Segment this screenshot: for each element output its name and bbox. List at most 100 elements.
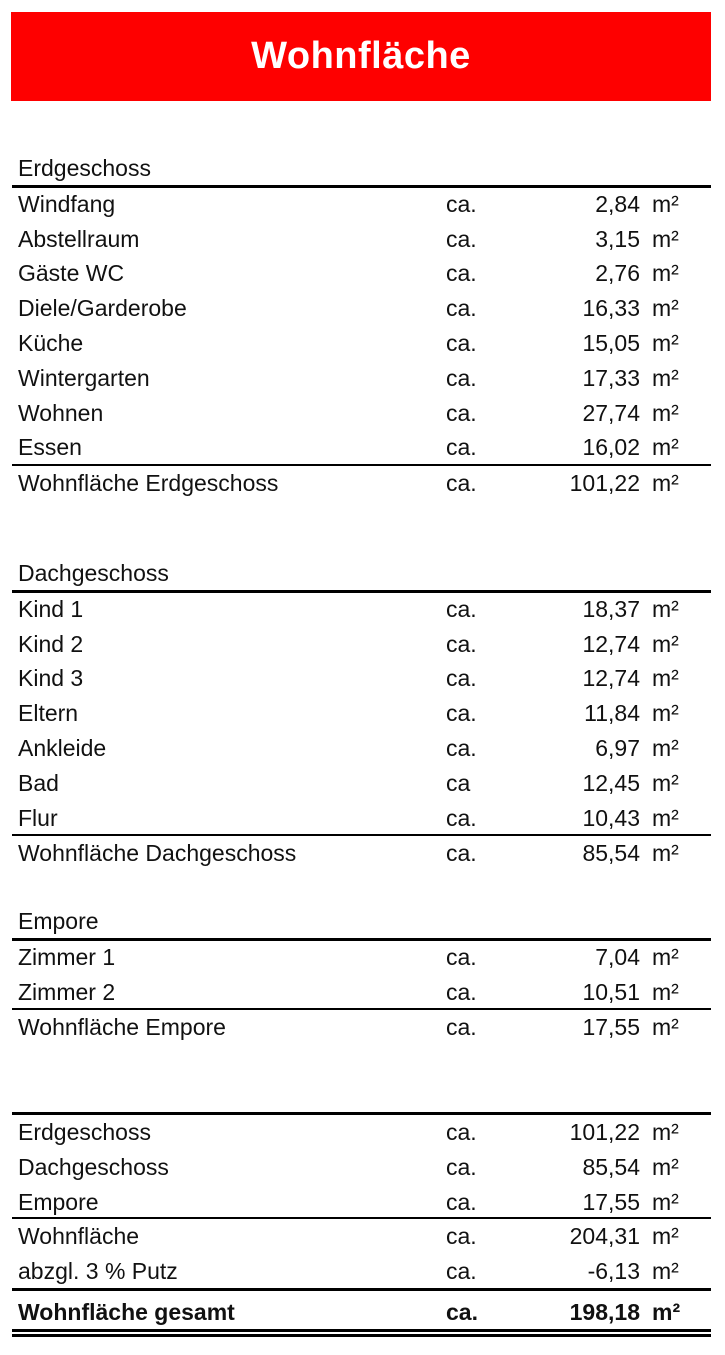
grand-total-row: Wohnfläche gesamt ca. 198,18 m²	[18, 1295, 693, 1329]
unit-label: m²	[652, 1188, 679, 1215]
unit-label: m²	[652, 260, 679, 287]
table-row: Küche ca. 15,05 m²	[18, 326, 693, 360]
unit-label: m²	[652, 630, 679, 657]
unit-label: m²	[652, 190, 679, 217]
unit-label: m²	[652, 978, 679, 1005]
section-divider	[12, 938, 711, 941]
table-row: Gäste WC ca. 2,76 m²	[18, 256, 693, 290]
row-label: Diele/Garderobe	[18, 295, 187, 322]
table-row: Kind 1 ca. 18,37 m²	[18, 592, 693, 626]
unit-label: m²	[652, 665, 679, 692]
table-row: Bad ca 12,45 m²	[18, 766, 693, 800]
row-label: Gäste WC	[18, 260, 125, 287]
unit-label: m²	[652, 1257, 679, 1284]
total-divider	[12, 1288, 711, 1291]
area-value: 15,05	[582, 330, 640, 356]
approx-label: ca.	[446, 434, 477, 461]
table-row: Ankleide ca. 6,97 m²	[18, 731, 693, 765]
double-underline	[12, 1334, 711, 1337]
title-banner: Wohnfläche	[11, 12, 711, 101]
approx-label: ca.	[446, 595, 477, 622]
approx-label: ca.	[446, 804, 477, 831]
table-row: Diele/Garderobe ca. 16,33 m²	[18, 291, 693, 325]
area-value: -6,13	[587, 1257, 640, 1284]
table-row: Wohnen ca. 27,74 m²	[18, 396, 693, 430]
unit-label: m²	[652, 225, 679, 252]
area-value: 10,43	[582, 804, 640, 831]
row-label: Flur	[18, 804, 58, 831]
table-row: Zimmer 2 ca. 10,51 m²	[18, 975, 693, 1009]
unit-label: m²	[652, 804, 679, 831]
unit-label: m²	[652, 399, 679, 426]
row-label: Wohnen	[18, 399, 104, 426]
row-label: Empore	[18, 1188, 99, 1215]
row-label: Ankleide	[18, 735, 107, 761]
row-label: Wintergarten	[18, 364, 150, 391]
area-value: 11,84	[584, 700, 640, 727]
row-label: abzgl. 3 % Putz	[18, 1257, 178, 1284]
area-value: 17,33	[582, 364, 640, 391]
area-value: 6,97	[595, 735, 640, 761]
subtotal-row: Wohnfläche ca. 204,31 m²	[18, 1219, 693, 1253]
row-label: Dachgeschoss	[18, 1153, 169, 1180]
area-value: 27,74	[582, 399, 640, 426]
area-value: 7,04	[595, 943, 640, 970]
section-divider	[12, 185, 711, 188]
unit-label: m²	[652, 330, 679, 356]
area-value: 18,37	[582, 595, 640, 622]
approx-label: ca.	[446, 700, 477, 727]
approx-label: ca.	[446, 1153, 477, 1180]
area-value: 3,15	[595, 225, 640, 252]
area-value: 2,84	[595, 190, 640, 217]
unit-label: m²	[652, 840, 679, 867]
unit-label: m²	[652, 769, 679, 796]
section-total-row: Wohnfläche Dachgeschoss ca. 85,54 m²	[18, 836, 693, 870]
row-label: Erdgeschoss	[18, 155, 151, 181]
area-value: 85,54	[582, 1153, 640, 1180]
unit-label: m²	[652, 943, 679, 970]
row-label: Wohnfläche	[18, 1223, 140, 1249]
unit-label: m²	[652, 470, 679, 497]
subtotal-row: abzgl. 3 % Putz ca. -6,13 m²	[18, 1254, 693, 1288]
approx-label: ca.	[446, 364, 477, 391]
approx-label: ca.	[446, 978, 477, 1005]
row-label: Empore	[18, 908, 99, 934]
row-label: Zimmer 1	[18, 943, 116, 970]
approx-label: ca.	[446, 630, 477, 657]
table-row: Wintergarten ca. 17,33 m²	[18, 361, 693, 395]
row-label: Wohnfläche Empore	[18, 1014, 226, 1041]
row-label: Wohnfläche gesamt	[18, 1299, 235, 1325]
area-value: 16,02	[582, 434, 640, 461]
approx-label: ca.	[446, 190, 477, 217]
approx-label: ca.	[446, 225, 477, 252]
total-divider	[12, 1008, 711, 1011]
approx-label: ca	[446, 769, 471, 796]
row-label: Wohnfläche Dachgeschoss	[18, 840, 297, 867]
area-value: 17,55	[582, 1014, 640, 1041]
total-divider	[12, 464, 711, 467]
unit-label: m²	[652, 434, 679, 461]
area-value: 2,76	[595, 260, 640, 287]
row-label: Kind 3	[18, 665, 84, 692]
row-label: Eltern	[18, 700, 79, 727]
section-total-row: Wohnfläche Erdgeschoss ca. 101,22 m²	[18, 466, 693, 500]
table-row: Zimmer 1 ca. 7,04 m²	[18, 940, 693, 974]
page-title: Wohnfläche	[251, 35, 471, 77]
area-value: 16,33	[582, 295, 640, 322]
section-divider	[12, 590, 711, 593]
table-row: Flur ca. 10,43 m²	[18, 801, 693, 835]
area-value: 101,22	[569, 470, 640, 497]
approx-label: ca.	[446, 330, 477, 356]
row-label: Bad	[18, 769, 59, 796]
unit-label: m²	[652, 595, 679, 622]
unit-label: m²	[652, 700, 679, 727]
section-heading: Empore	[18, 904, 693, 938]
row-label: Abstellraum	[18, 225, 140, 252]
approx-label: ca.	[446, 399, 477, 426]
table-row: Kind 3 ca. 12,74 m²	[18, 661, 693, 695]
summary-row: Dachgeschoss ca. 85,54 m²	[18, 1150, 693, 1184]
approx-label: ca.	[446, 260, 477, 287]
summary-row: Erdgeschoss ca. 101,22 m²	[18, 1115, 693, 1149]
unit-label: m²	[652, 1299, 681, 1325]
unit-label: m²	[652, 1153, 679, 1180]
